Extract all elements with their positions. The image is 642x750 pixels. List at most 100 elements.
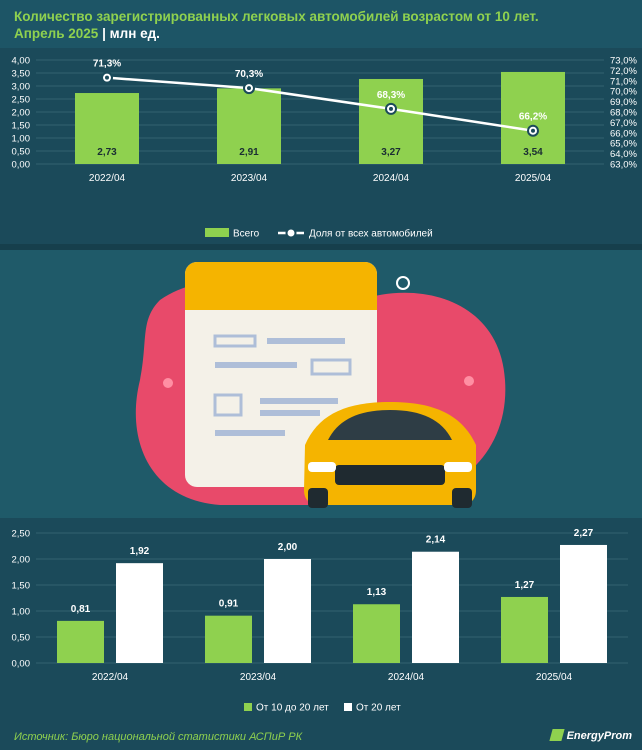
car-headlight-right bbox=[444, 462, 472, 472]
y-tick-label: 2,50 bbox=[12, 529, 31, 540]
y-right-tick-label: 63,0% bbox=[610, 160, 637, 171]
bar-10-20 bbox=[205, 615, 252, 663]
subtitle-date: Апрель 2025 bbox=[14, 26, 99, 41]
bar-10-20 bbox=[57, 620, 104, 663]
bar-value-label: 3,54 bbox=[523, 147, 543, 158]
y-right-tick-label: 65,0% bbox=[610, 139, 637, 150]
document-car-illustration bbox=[135, 262, 506, 508]
bar-total bbox=[75, 93, 139, 164]
y-left-tick-label: 4,00 bbox=[12, 56, 31, 67]
share-value-label: 70,3% bbox=[235, 69, 263, 80]
car-windshield bbox=[328, 410, 452, 440]
bar-value-label: 2,73 bbox=[97, 147, 117, 158]
bar-value-label: 3,27 bbox=[381, 147, 401, 158]
y-tick-label: 1,50 bbox=[12, 581, 31, 592]
x-tick-label: 2023/04 bbox=[231, 173, 268, 184]
energyprom-logo: EnergyProm bbox=[548, 729, 632, 742]
chart-subtitle: Апрель 2025 | млн ед. bbox=[14, 26, 160, 41]
x-tick-label: 2022/04 bbox=[92, 672, 129, 683]
bar-value-label: 0,81 bbox=[71, 604, 91, 615]
share-value-label: 71,3% bbox=[93, 59, 121, 70]
y-left-tick-label: 0,50 bbox=[12, 147, 31, 158]
share-value-label: 68,3% bbox=[377, 90, 405, 101]
car-wheel-right bbox=[452, 488, 472, 508]
subtitle-unit: млн ед. bbox=[109, 26, 160, 41]
subtitle-separator: | bbox=[102, 26, 106, 41]
bar-value-label: 1,13 bbox=[367, 587, 387, 598]
legend-swatch-20-plus bbox=[344, 703, 352, 711]
y-left-tick-label: 0,00 bbox=[12, 160, 31, 171]
bar-value-label: 1,92 bbox=[130, 546, 150, 557]
share-point-center bbox=[389, 106, 393, 111]
y-left-tick-label: 1,50 bbox=[12, 121, 31, 132]
header: Количество зарегистрированных легковых а… bbox=[0, 0, 642, 48]
y-tick-label: 2,00 bbox=[12, 555, 31, 566]
age-chart-panel: 0,00 0,50 1,00 1,50 2,00 2,50 0,81 1,92 2022/04 0… bbox=[0, 518, 642, 724]
bar-value-label: 2,00 bbox=[278, 542, 298, 553]
white-dot bbox=[396, 276, 410, 290]
illustration bbox=[0, 250, 642, 518]
bar-total bbox=[501, 71, 565, 164]
legend-swatch-total bbox=[205, 228, 229, 237]
legend-marker-share bbox=[285, 227, 297, 239]
bar-value-label: 2,27 bbox=[574, 528, 594, 539]
legend-swatch-10-20 bbox=[244, 703, 252, 711]
logo-text: EnergyProm bbox=[566, 730, 632, 742]
y-right-tick-label: 69,0% bbox=[610, 97, 637, 108]
legend-label-20-plus: От 20 лет bbox=[356, 703, 401, 714]
bar-value-label: 2,14 bbox=[426, 535, 446, 546]
bar-20-plus bbox=[560, 544, 607, 663]
bar-total bbox=[359, 78, 423, 164]
x-tick-label: 2023/04 bbox=[240, 672, 277, 683]
chart-title: Количество зарегистрированных легковых а… bbox=[14, 9, 539, 24]
share-point-center bbox=[247, 86, 251, 91]
legend-label-share: Доля от всех автомобилей bbox=[309, 228, 433, 240]
x-tick-label: 2025/04 bbox=[515, 173, 552, 184]
logo-mark-icon bbox=[548, 729, 565, 741]
car-wheel-left bbox=[308, 488, 328, 508]
y-right-tick-label: 71,0% bbox=[610, 76, 637, 87]
car-grille bbox=[335, 465, 445, 485]
y-tick-label: 0,50 bbox=[12, 633, 31, 644]
share-value-label: 66,2% bbox=[519, 112, 547, 123]
car-headlight-left bbox=[308, 462, 336, 472]
y-right-tick-label: 68,0% bbox=[610, 108, 637, 119]
bar-value-label: 1,27 bbox=[515, 580, 535, 591]
document-line bbox=[213, 334, 257, 348]
legend-label-10-20: От 10 до 20 лет bbox=[256, 703, 329, 714]
y-right-tick-label: 67,0% bbox=[610, 118, 637, 129]
footer: Источник: Бюро национальной статистики А… bbox=[0, 724, 642, 750]
total-chart: 0,00 0,50 1,00 1,50 2,00 2,50 3,00 3,50 4,00 63,0… bbox=[12, 56, 638, 240]
x-tick-label: 2024/04 bbox=[388, 672, 425, 683]
x-tick-label: 2022/04 bbox=[89, 173, 126, 184]
x-tick-label: 2025/04 bbox=[536, 672, 573, 683]
y-right-tick-label: 64,0% bbox=[610, 149, 637, 160]
y-left-tick-label: 3,50 bbox=[12, 69, 31, 80]
share-point-center bbox=[105, 75, 109, 80]
bar-20-plus bbox=[116, 563, 163, 663]
y-left-tick-label: 3,00 bbox=[12, 82, 31, 93]
bar-value-label: 0,91 bbox=[219, 599, 239, 610]
share-point-center bbox=[531, 128, 535, 133]
bar-20-plus bbox=[412, 551, 459, 663]
y-right-tick-label: 66,0% bbox=[610, 128, 637, 139]
pink-dot-right bbox=[464, 376, 474, 386]
y-left-tick-label: 2,50 bbox=[12, 95, 31, 106]
share-line bbox=[106, 76, 534, 132]
age-chart: 0,00 0,50 1,00 1,50 2,00 2,50 0,81 1,92 2022/04 0… bbox=[12, 528, 628, 714]
y-tick-label: 1,00 bbox=[12, 607, 31, 618]
bar-10-20 bbox=[353, 604, 400, 663]
source-note: Источник: Бюро национальной статистики А… bbox=[14, 731, 303, 743]
x-tick-label: 2024/04 bbox=[373, 173, 410, 184]
bar-20-plus bbox=[264, 559, 311, 663]
y-left-tick-label: 2,00 bbox=[12, 108, 31, 119]
y-right-tick-label: 72,0% bbox=[610, 66, 637, 77]
bar-10-20 bbox=[501, 596, 548, 663]
y-tick-label: 0,00 bbox=[12, 659, 31, 670]
y-left-tick-label: 1,00 bbox=[12, 134, 31, 145]
bar-value-label: 2,91 bbox=[239, 147, 259, 158]
pink-dot-left bbox=[163, 378, 173, 388]
bar-total bbox=[217, 88, 281, 164]
panel-divider bbox=[0, 244, 642, 250]
total-chart-panel: 0,00 0,50 1,00 1,50 2,00 2,50 3,00 3,50 4,00 63,0… bbox=[0, 48, 642, 245]
